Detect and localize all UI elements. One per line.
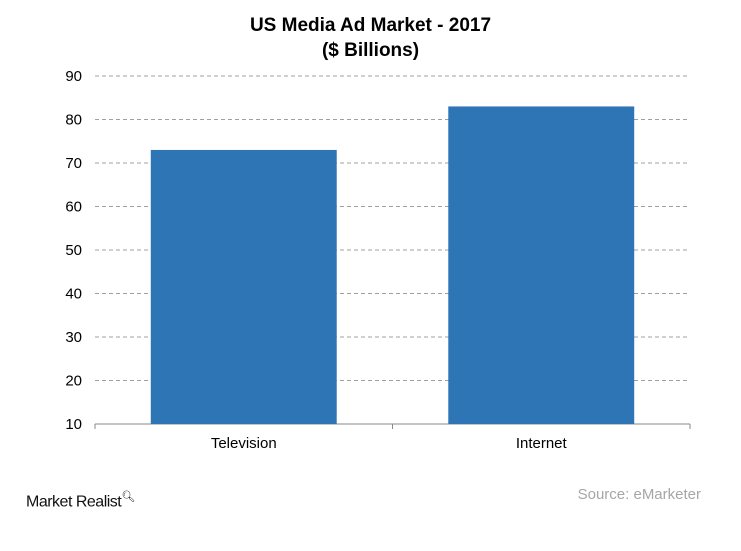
magnifier-icon: 🔍︎ <box>121 491 135 503</box>
market-realist-logo: Market Realist🔍︎ <box>26 490 135 511</box>
x-tick-label: Internet <box>516 435 568 452</box>
chart-title: US Media Ad Market - 2017 <box>249 15 492 36</box>
y-tick-label: 10 <box>65 416 82 433</box>
x-tick-label: Television <box>211 435 277 452</box>
y-tick-label: 20 <box>65 373 82 390</box>
bar-television <box>150 149 337 424</box>
y-tick-label: 60 <box>65 199 82 216</box>
logo-text: Market Realist <box>26 493 122 511</box>
y-tick-label: 90 <box>65 68 82 85</box>
chart-subtitle: ($ Billions) <box>321 40 420 61</box>
y-tick-label: 40 <box>65 286 82 303</box>
source-note: Source: eMarketer <box>577 486 701 503</box>
bar-internet <box>448 106 635 424</box>
y-tick-label: 50 <box>65 242 82 259</box>
y-tick-label: 30 <box>65 329 82 346</box>
y-tick-label: 80 <box>65 112 82 129</box>
y-tick-label: 70 <box>65 155 82 172</box>
